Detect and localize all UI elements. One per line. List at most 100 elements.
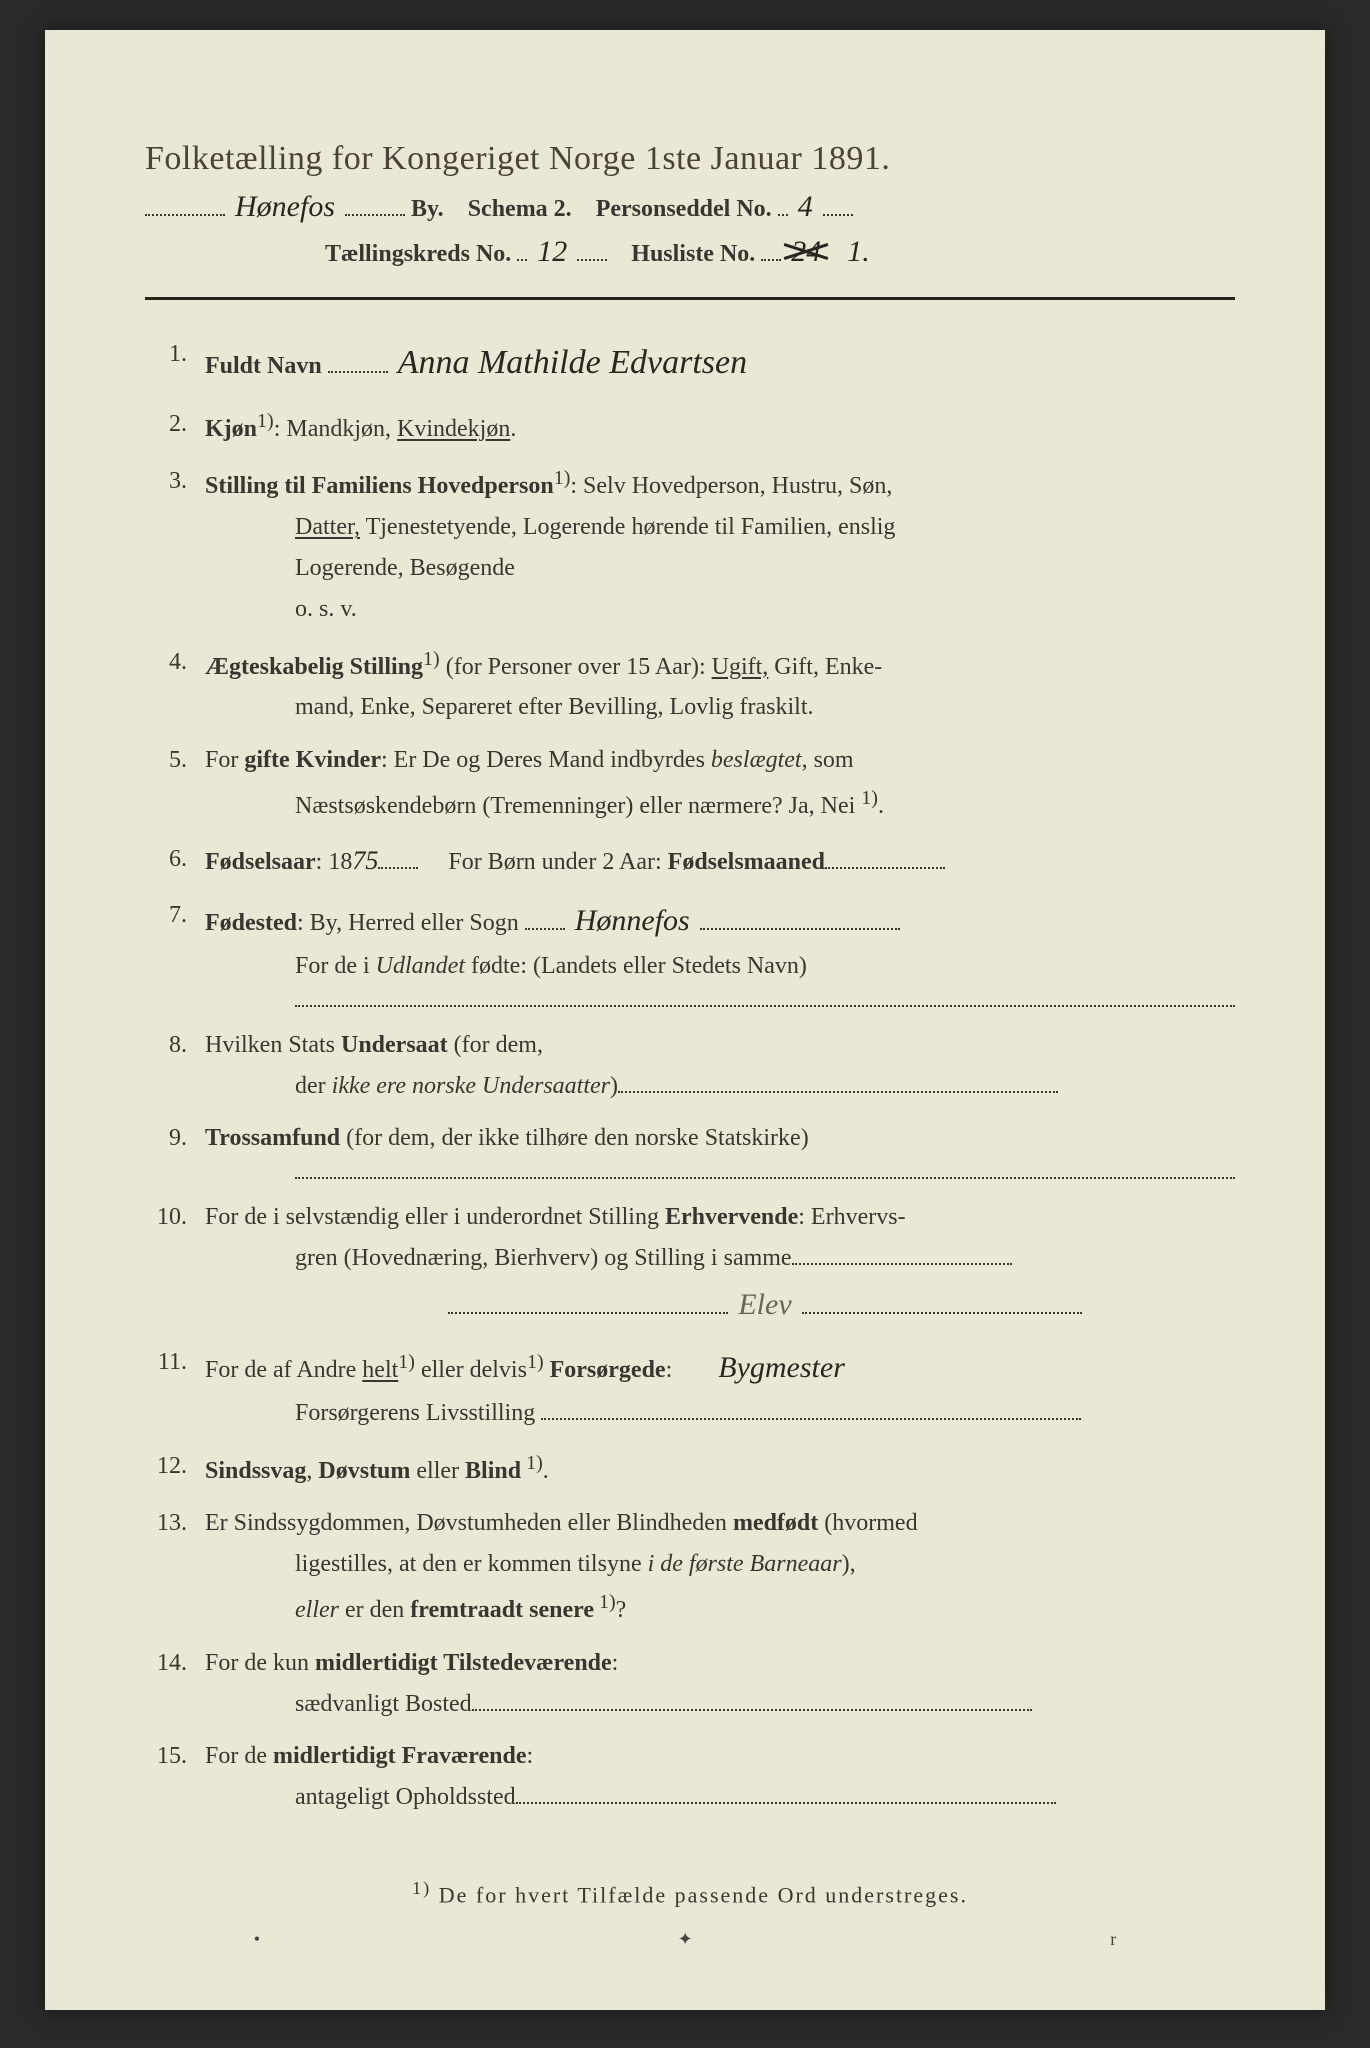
text: (for dem, der ikke tilhøre den norske St… (340, 1125, 809, 1151)
item-num: 11. (145, 1342, 205, 1434)
sup: 1) (257, 410, 274, 432)
item-body: Fuldt Navn Anna Mathilde Edvartsen (205, 334, 1235, 392)
t: For (205, 747, 244, 773)
b: Døvstum (318, 1458, 410, 1484)
dots (823, 190, 853, 216)
form-title: Folketælling for Kongeriget Norge 1ste J… (145, 140, 1235, 178)
dots (517, 234, 527, 260)
t: For de (205, 1743, 273, 1769)
sup: 1) (861, 787, 878, 809)
bold: Undersaat (341, 1032, 448, 1058)
hw-full-name: Anna Mathilde Edvartsen (394, 334, 751, 392)
cont-line: sædvanligt Bosted (295, 1684, 1235, 1725)
item-num: 12. (145, 1446, 205, 1492)
mid: (for Personer over 15 Aar): (440, 654, 712, 680)
tail: . (878, 793, 884, 819)
field-11-supported: 11. For de af Andre helt1) eller delvis1… (145, 1342, 1235, 1434)
label: Kjøn (205, 416, 257, 442)
t: antageligt Opholdssted (295, 1784, 516, 1810)
field-13-congenital: 13. Er Sindssygdommen, Døvstumheden elle… (145, 1503, 1235, 1630)
b: fremtraadt senere (410, 1597, 594, 1623)
item-body: Sindssvag, Døvstum eller Blind 1). (205, 1446, 1235, 1492)
t: ), (842, 1551, 856, 1577)
label: Ægteskabelig Stilling (205, 654, 423, 680)
header-sub-line-2: Tællingskreds No. 12 Husliste No. 24 1. (325, 234, 1235, 268)
text: : Mandkjøn, (274, 416, 397, 442)
mark-icon: ✦ (678, 1929, 693, 1950)
item-body: Kjøn1): Mandkjøn, Kvindekjøn. (205, 404, 1235, 450)
t: Er Sindssygdommen, Døvstumheden eller Bl… (205, 1510, 733, 1536)
header-sub-line-1: Hønefos By. Schema 2. Personseddel No. 4 (145, 190, 1235, 224)
cont-line: For de i Udlandet fødte: (Landets eller … (295, 946, 1235, 987)
label2: Fødselsmaaned (668, 849, 825, 875)
dots (792, 1239, 1012, 1265)
sup: 1) (412, 1878, 431, 1898)
cont-line: eller er den fremtraadt senere 1)? (295, 1585, 1235, 1631)
tail: : (527, 1743, 534, 1769)
footnote: 1) De for hvert Tilfælde passende Ord un… (145, 1878, 1235, 1908)
t: ligestilles, at den er kommen tilsyne (295, 1551, 648, 1577)
sup: 1) (398, 1351, 415, 1373)
dots (378, 842, 418, 868)
sup: 1) (521, 1452, 543, 1474)
item-num: 15. (145, 1736, 205, 1818)
item-num: 13. (145, 1503, 205, 1630)
t: sædvanligt Bosted (295, 1691, 472, 1717)
cont-line: o. s. v. (295, 589, 1235, 630)
t: (for dem, (448, 1032, 543, 1058)
t: fødte: (Landets eller Stedets Navn) (465, 953, 807, 979)
paper-marks: • ✦ r (45, 1929, 1325, 1950)
hw-personseddel-no: 4 (794, 190, 817, 224)
census-form-paper: Folketælling for Kongeriget Norge 1ste J… (45, 30, 1325, 2010)
cont-line: Næstsøskendebørn (Tremenninger) eller næ… (295, 781, 1235, 827)
tail: . (543, 1458, 549, 1484)
dots-prefix (145, 190, 225, 216)
italic: i de første Barneaar (648, 1551, 842, 1577)
item-num: 7. (145, 895, 205, 987)
tail: Gift, Enke- (768, 654, 882, 680)
dots (328, 346, 388, 372)
dotted-line (295, 1005, 1235, 1007)
prefix: : 18 (316, 849, 353, 875)
cont-line: Datter, Tjenestetyende, Logerende hørend… (295, 507, 1235, 548)
underlined-value: Ugift, (712, 654, 769, 680)
dots (778, 190, 788, 216)
mid: For Børn under 2 Aar: (448, 849, 667, 875)
item-body: Fødselsaar: 1875 For Børn under 2 Aar: F… (205, 839, 1235, 883)
sup: 1) (594, 1591, 616, 1613)
field-7-birthplace: 7. Fødested: By, Herred eller Sogn Hønne… (145, 895, 1235, 987)
item-body: Stilling til Familiens Hovedperson1): Se… (205, 461, 1235, 629)
cont-line: Logerende, Besøgende (295, 548, 1235, 589)
taellingskreds-label: Tællingskreds No. (325, 241, 511, 268)
italic: beslægtet (711, 747, 802, 773)
t: der (295, 1073, 332, 1099)
italic: Udlandet (376, 953, 465, 979)
item-num: 9. (145, 1118, 205, 1159)
tail: : (666, 1357, 673, 1383)
label: Trossamfund (205, 1125, 340, 1151)
field-4-marital: 4. Ægteskabelig Stilling1) (for Personer… (145, 642, 1235, 729)
item-body: For de af Andre helt1) eller delvis1) Fo… (205, 1342, 1235, 1434)
form-header: Folketælling for Kongeriget Norge 1ste J… (145, 140, 1235, 269)
item-num: 1. (145, 334, 205, 392)
label: Fuldt Navn (205, 353, 322, 379)
dots (525, 904, 565, 930)
hw-supporter: Bygmester (714, 1342, 849, 1393)
dots (541, 1393, 1081, 1419)
field-14-temporary-present: 14. For de kun midlertidigt Tilstedevære… (145, 1643, 1235, 1725)
b: Blind (465, 1458, 521, 1484)
item-num: 2. (145, 404, 205, 450)
schema-label: Schema 2. (468, 196, 572, 223)
t: For de i (295, 953, 376, 979)
t: For de i selvstændig eller i underordnet… (205, 1204, 665, 1230)
dots (761, 234, 781, 260)
label: Fødested (205, 910, 297, 936)
t: For de af Andre (205, 1357, 362, 1383)
personseddel-label: Personseddel No. (596, 196, 772, 223)
item-body: For de kun midlertidigt Tilstedeværende:… (205, 1643, 1235, 1725)
t: Hvilken Stats (205, 1032, 341, 1058)
t: : Er De og Deres Mand indbyrdes (381, 747, 711, 773)
cont-line: ligestilles, at den er kommen tilsyne i … (295, 1544, 1235, 1585)
underlined-value: Kvindekjøn (397, 416, 510, 442)
item-num: 6. (145, 839, 205, 883)
